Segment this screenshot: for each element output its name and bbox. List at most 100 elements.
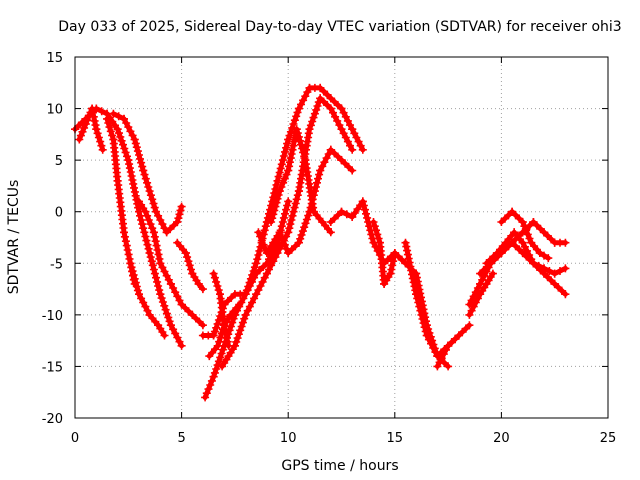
series-arc-7 — [173, 238, 207, 294]
data-point-marker — [390, 249, 399, 257]
data-point-marker — [339, 129, 348, 138]
data-point-marker — [292, 112, 301, 121]
data-point-marker — [131, 139, 140, 148]
data-point-marker — [143, 178, 152, 187]
data-point-marker — [238, 318, 247, 327]
data-point-marker — [403, 250, 412, 259]
data-point-marker — [479, 266, 488, 275]
data-point-marker — [271, 202, 280, 211]
series-arc-21 — [482, 228, 570, 299]
data-point-marker — [293, 191, 302, 200]
data-point-marker — [292, 195, 301, 204]
series-arc-22 — [497, 207, 553, 263]
data-point-marker — [323, 90, 332, 99]
data-point-marker — [277, 160, 286, 169]
data-point-marker — [105, 123, 114, 132]
data-point-marker — [145, 187, 154, 196]
data-point-marker — [124, 250, 133, 259]
data-point-marker — [250, 263, 259, 272]
data-point-marker — [235, 300, 244, 309]
data-point-marker — [140, 228, 149, 237]
data-point-marker — [130, 274, 139, 283]
data-point-marker — [131, 278, 140, 287]
data-point-marker — [301, 219, 310, 228]
data-point-marker — [467, 306, 476, 315]
data-point-marker — [286, 220, 295, 229]
data-point-marker — [213, 282, 222, 290]
data-point-marker — [136, 154, 144, 163]
data-point-marker — [315, 170, 324, 179]
data-point-marker — [344, 163, 353, 171]
data-point-marker — [527, 255, 536, 264]
data-point-marker — [222, 333, 231, 342]
data-point-marker — [279, 178, 288, 187]
data-point-marker — [96, 137, 105, 146]
data-point-marker — [204, 385, 213, 394]
y-axis-label: SDTVAR / TECUs — [6, 180, 22, 295]
axis-ticks: 0 5 10 15 20 25 -20 -15 -10 -5 0 5 10 15 — [42, 51, 617, 446]
data-point-marker — [277, 183, 286, 191]
data-point-marker — [255, 266, 264, 275]
data-point-marker — [299, 148, 308, 157]
data-point-marker — [310, 109, 319, 118]
data-point-marker — [98, 145, 107, 154]
data-point-marker — [243, 286, 252, 295]
data-point-marker — [177, 202, 186, 211]
data-point-marker — [284, 135, 293, 144]
data-point-marker — [313, 102, 322, 110]
data-point-marker — [268, 214, 277, 223]
data-point-marker — [243, 306, 252, 315]
data-point-marker — [358, 197, 367, 206]
data-point-marker — [267, 251, 276, 259]
data-point-marker — [130, 183, 138, 192]
data-point-marker — [150, 269, 159, 278]
data-point-marker — [540, 251, 548, 260]
data-point-marker — [148, 261, 157, 270]
data-point-marker — [253, 255, 262, 264]
data-point-marker — [227, 293, 236, 302]
data-point-marker — [284, 197, 293, 206]
data-point-marker — [160, 301, 169, 310]
data-point-marker — [132, 282, 141, 291]
data-point-marker — [282, 170, 291, 179]
data-point-marker — [388, 261, 397, 270]
data-point-marker — [217, 349, 226, 358]
data-point-marker — [297, 100, 305, 109]
data-point-marker — [386, 269, 395, 278]
data-point-marker — [138, 220, 147, 229]
data-point-marker — [164, 275, 173, 284]
data-point-marker — [141, 207, 150, 216]
data-point-marker — [276, 164, 285, 173]
data-point-marker — [291, 199, 300, 208]
data-point-marker — [421, 327, 430, 336]
data-point-marker — [184, 257, 193, 266]
data-point-marker — [522, 226, 531, 235]
series-arc-3 — [75, 104, 107, 154]
x-tick-label: 20 — [493, 431, 510, 446]
data-point-marker — [285, 158, 294, 167]
data-point-marker — [290, 203, 299, 212]
data-point-marker — [337, 156, 346, 165]
data-point-marker — [525, 251, 534, 259]
data-point-marker — [272, 180, 281, 189]
data-point-marker — [214, 286, 223, 295]
data-point-marker — [121, 148, 130, 157]
data-point-marker — [120, 144, 129, 153]
data-point-marker — [532, 262, 541, 271]
data-point-marker — [550, 279, 559, 288]
data-point-marker — [252, 259, 261, 268]
data-point-marker — [132, 143, 141, 152]
data-point-marker — [139, 298, 148, 307]
data-point-marker — [177, 300, 186, 309]
data-point-marker — [139, 224, 148, 233]
data-point-marker — [181, 249, 190, 257]
data-point-marker — [288, 211, 297, 220]
data-point-marker — [142, 236, 151, 245]
data-point-marker — [354, 137, 363, 146]
data-point-marker — [214, 357, 223, 366]
data-point-marker — [397, 255, 406, 264]
data-point-marker — [169, 325, 178, 334]
data-point-marker — [275, 230, 284, 239]
data-point-marker — [201, 393, 210, 402]
series-line — [498, 209, 551, 261]
